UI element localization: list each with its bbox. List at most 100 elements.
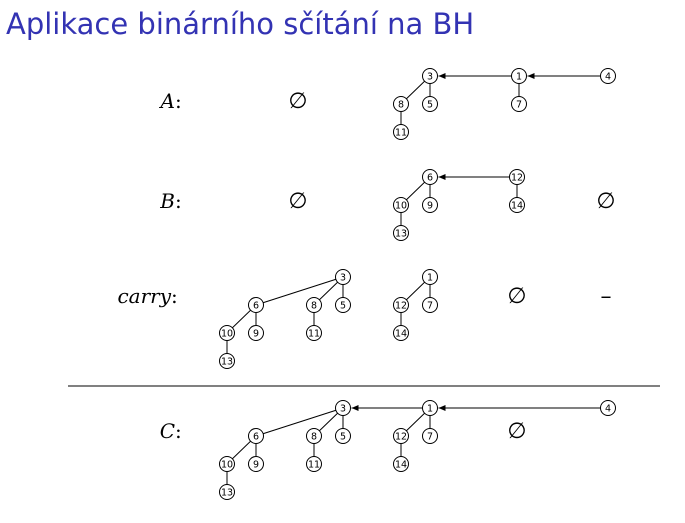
heap-node: 3 xyxy=(335,269,351,285)
heap-node-key: 4 xyxy=(605,404,611,415)
empty-set-symbol: ∅ xyxy=(507,284,526,309)
heap-row-C: C: 13 10 9 6 11 8 5 3 14 12 7 1 ∅ 4 xyxy=(160,400,616,500)
heap-node-key: 6 xyxy=(253,432,259,443)
heap-node-key: 12 xyxy=(511,173,523,184)
heap-node: 9 xyxy=(422,197,438,213)
page-title: Aplikace binárního sčítání na BH xyxy=(6,7,475,41)
heap-node: 3 xyxy=(422,68,438,84)
heap-node-key: 3 xyxy=(340,273,346,284)
binomial-tree: 4 xyxy=(600,400,616,416)
heap-node-key: 5 xyxy=(340,301,346,312)
heap-node-key: 1 xyxy=(427,404,433,415)
heap-node: 9 xyxy=(248,325,264,341)
empty-set-symbol: ∅ xyxy=(288,89,307,114)
heap-node-key: 7 xyxy=(427,432,433,443)
heap-node: 11 xyxy=(306,325,322,341)
heap-node-key: 8 xyxy=(398,100,404,111)
heap-node: 12 xyxy=(393,297,409,313)
heap-node: 7 xyxy=(422,428,438,444)
heap-node-key: 10 xyxy=(221,329,233,340)
row-colon: : xyxy=(171,284,178,308)
heap-node-key: 14 xyxy=(395,329,407,340)
heap-node: 6 xyxy=(422,169,438,185)
heap-node-key: 11 xyxy=(308,329,320,340)
heap-node: 1 xyxy=(422,400,438,416)
heap-node: 13 xyxy=(219,484,235,500)
row-colon: : xyxy=(175,419,182,443)
heap-row-B: B: ∅ 13 10 9 6 14 12 ∅ xyxy=(159,169,616,241)
heap-node-key: 10 xyxy=(395,201,407,212)
heap-node-key: 5 xyxy=(340,432,346,443)
heap-node-key: 10 xyxy=(221,460,233,471)
heap-node-key: 8 xyxy=(311,301,317,312)
heap-node: 10 xyxy=(219,456,235,472)
heap-node: 8 xyxy=(306,297,322,313)
tree-edge xyxy=(255,407,344,437)
binomial-tree: 14 12 xyxy=(509,169,525,213)
binomial-tree: 4 xyxy=(600,68,616,84)
heap-node-key: 6 xyxy=(427,173,433,184)
heap-node-key: 7 xyxy=(427,301,433,312)
binomial-tree: 13 10 9 6 xyxy=(393,169,438,241)
heap-node: 7 xyxy=(422,297,438,313)
binomial-tree: 11 8 5 3 xyxy=(393,68,438,140)
heap-node-key: 11 xyxy=(395,128,407,139)
empty-set-symbol: ∅ xyxy=(596,189,615,214)
heap-node-key: 1 xyxy=(427,273,433,284)
heap-node-key: 12 xyxy=(395,432,407,443)
heap-node-key: 4 xyxy=(605,72,611,83)
row-label: carry xyxy=(117,284,171,308)
heap-node-key: 9 xyxy=(253,460,259,471)
heap-node-key: 9 xyxy=(427,201,433,212)
row-label: C xyxy=(160,419,175,443)
heap-node-key: 12 xyxy=(395,301,407,312)
heap-node: 6 xyxy=(248,428,264,444)
heap-node: 6 xyxy=(248,297,264,313)
heap-node-key: 13 xyxy=(395,229,407,240)
heap-node-key: 6 xyxy=(253,301,259,312)
heap-node: 12 xyxy=(393,428,409,444)
heap-node-key: 9 xyxy=(253,329,259,340)
binomial-tree: 14 12 7 1 xyxy=(393,269,438,341)
tree-edge xyxy=(255,276,344,306)
row-colon: : xyxy=(175,89,182,113)
heap-node-key: 13 xyxy=(221,357,233,368)
heap-node-key: 14 xyxy=(395,460,407,471)
heap-node: 5 xyxy=(422,96,438,112)
heap-node-key: 14 xyxy=(511,201,523,212)
heap-node: 10 xyxy=(393,197,409,213)
heap-node-key: 7 xyxy=(516,100,522,111)
heap-node: 3 xyxy=(335,400,351,416)
empty-set-symbol: ∅ xyxy=(507,419,526,444)
heap-node: 1 xyxy=(511,68,527,84)
heap-node-key: 8 xyxy=(311,432,317,443)
heap-node: 14 xyxy=(393,456,409,472)
empty-set-symbol: ∅ xyxy=(288,189,307,214)
heap-node: 12 xyxy=(509,169,525,185)
heap-node: 9 xyxy=(248,456,264,472)
heap-node: 10 xyxy=(219,325,235,341)
binomial-tree: 13 10 9 6 11 8 5 3 xyxy=(219,269,351,369)
heap-node: 5 xyxy=(335,428,351,444)
heap-node: 8 xyxy=(393,96,409,112)
heap-node: 5 xyxy=(335,297,351,313)
binomial-tree: 71 xyxy=(511,68,527,112)
heap-node-key: 13 xyxy=(221,488,233,499)
heap-node: 1 xyxy=(422,269,438,285)
heap-node-key: 3 xyxy=(427,72,433,83)
heap-node-key: 1 xyxy=(516,72,522,83)
heap-node: 8 xyxy=(306,428,322,444)
heap-node-key: 5 xyxy=(427,100,433,111)
heap-node: 14 xyxy=(509,197,525,213)
heap-node: 4 xyxy=(600,400,616,416)
heap-node: 13 xyxy=(219,353,235,369)
heap-node: 13 xyxy=(393,225,409,241)
row-colon: : xyxy=(175,189,182,213)
binomial-tree: 13 10 9 6 11 8 5 3 xyxy=(219,400,351,500)
row-label: B xyxy=(159,189,175,213)
heap-node-key: 11 xyxy=(308,460,320,471)
heap-row-carry: carry: 13 10 9 6 11 8 5 3 14 12 7 1 ∅ – xyxy=(117,269,612,369)
binomial-tree: 14 12 7 1 xyxy=(393,400,438,472)
